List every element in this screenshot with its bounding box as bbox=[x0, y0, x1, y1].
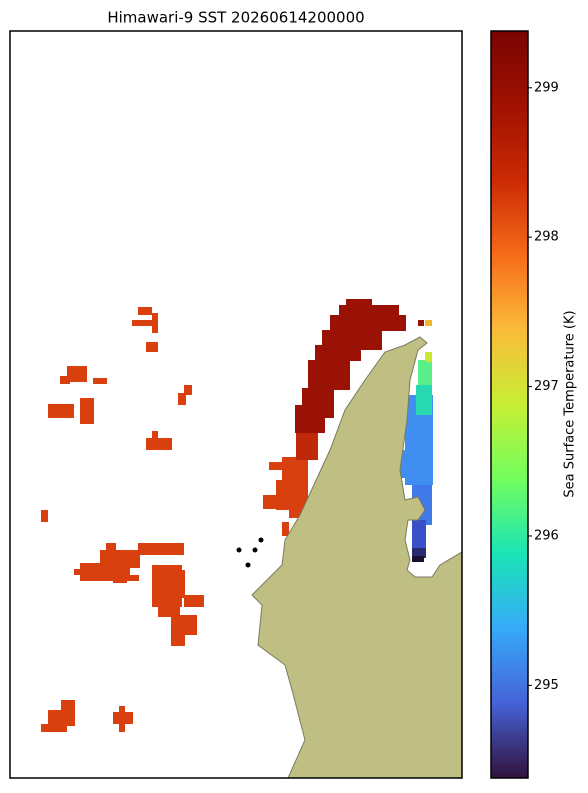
colorbar-tick-label: 296 bbox=[534, 528, 559, 543]
colorbar-label: Sea Surface Temperature (K) bbox=[563, 310, 578, 497]
colorbar bbox=[490, 30, 529, 779]
map-area bbox=[41, 299, 462, 778]
colorbar-tick-label: 299 bbox=[534, 80, 559, 95]
sst-pixels bbox=[41, 299, 433, 732]
colorbar-tick-label: 297 bbox=[534, 379, 559, 394]
station-dots bbox=[236, 537, 264, 568]
colorbar-tick-label: 298 bbox=[534, 230, 559, 245]
map-title: Himawari-9 SST 20260614200000 bbox=[107, 9, 364, 27]
map-frame bbox=[9, 30, 463, 779]
land bbox=[251, 336, 462, 778]
colorbar-tick-label: 295 bbox=[534, 678, 559, 693]
